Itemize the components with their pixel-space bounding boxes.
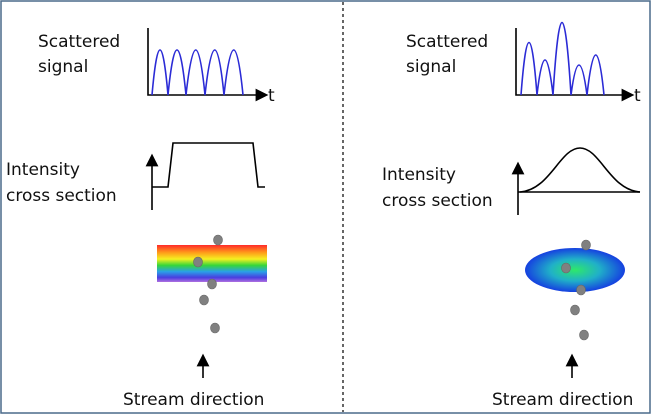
particle bbox=[200, 295, 209, 305]
particle bbox=[214, 235, 223, 245]
stream-label: Stream direction bbox=[492, 390, 633, 410]
particle bbox=[211, 323, 220, 333]
particle bbox=[208, 279, 217, 289]
intensity-label: cross section bbox=[6, 186, 117, 206]
particle bbox=[580, 330, 589, 340]
signal-label: Scattered bbox=[38, 32, 120, 52]
panel-left: Scattered signal t Intensity cross secti… bbox=[6, 28, 275, 410]
beam bbox=[157, 245, 267, 282]
intensity-profile bbox=[520, 148, 640, 192]
intensity-label: Intensity bbox=[6, 160, 80, 180]
particle bbox=[194, 257, 203, 267]
stream-label: Stream direction bbox=[123, 390, 264, 410]
signal-label: signal bbox=[38, 57, 88, 77]
time-label: t bbox=[268, 86, 275, 106]
intensity-label: cross section bbox=[382, 191, 493, 211]
frame bbox=[1, 1, 650, 413]
signal-pulses bbox=[521, 23, 604, 96]
signal-label: signal bbox=[406, 57, 456, 77]
intensity-label: Intensity bbox=[382, 165, 456, 185]
signal-pulses bbox=[152, 50, 243, 95]
particle bbox=[562, 263, 571, 273]
time-label: t bbox=[634, 86, 641, 106]
diagram: Scattered signal t Intensity cross secti… bbox=[0, 0, 651, 414]
particle bbox=[577, 285, 586, 295]
beam bbox=[525, 248, 625, 292]
intensity-profile bbox=[152, 143, 265, 187]
particle bbox=[571, 305, 580, 315]
signal-label: Scattered bbox=[406, 32, 488, 52]
panel-right: Scattered signal t Intensity cross secti… bbox=[382, 23, 641, 411]
signal-axis bbox=[148, 28, 262, 95]
particle bbox=[582, 240, 591, 250]
